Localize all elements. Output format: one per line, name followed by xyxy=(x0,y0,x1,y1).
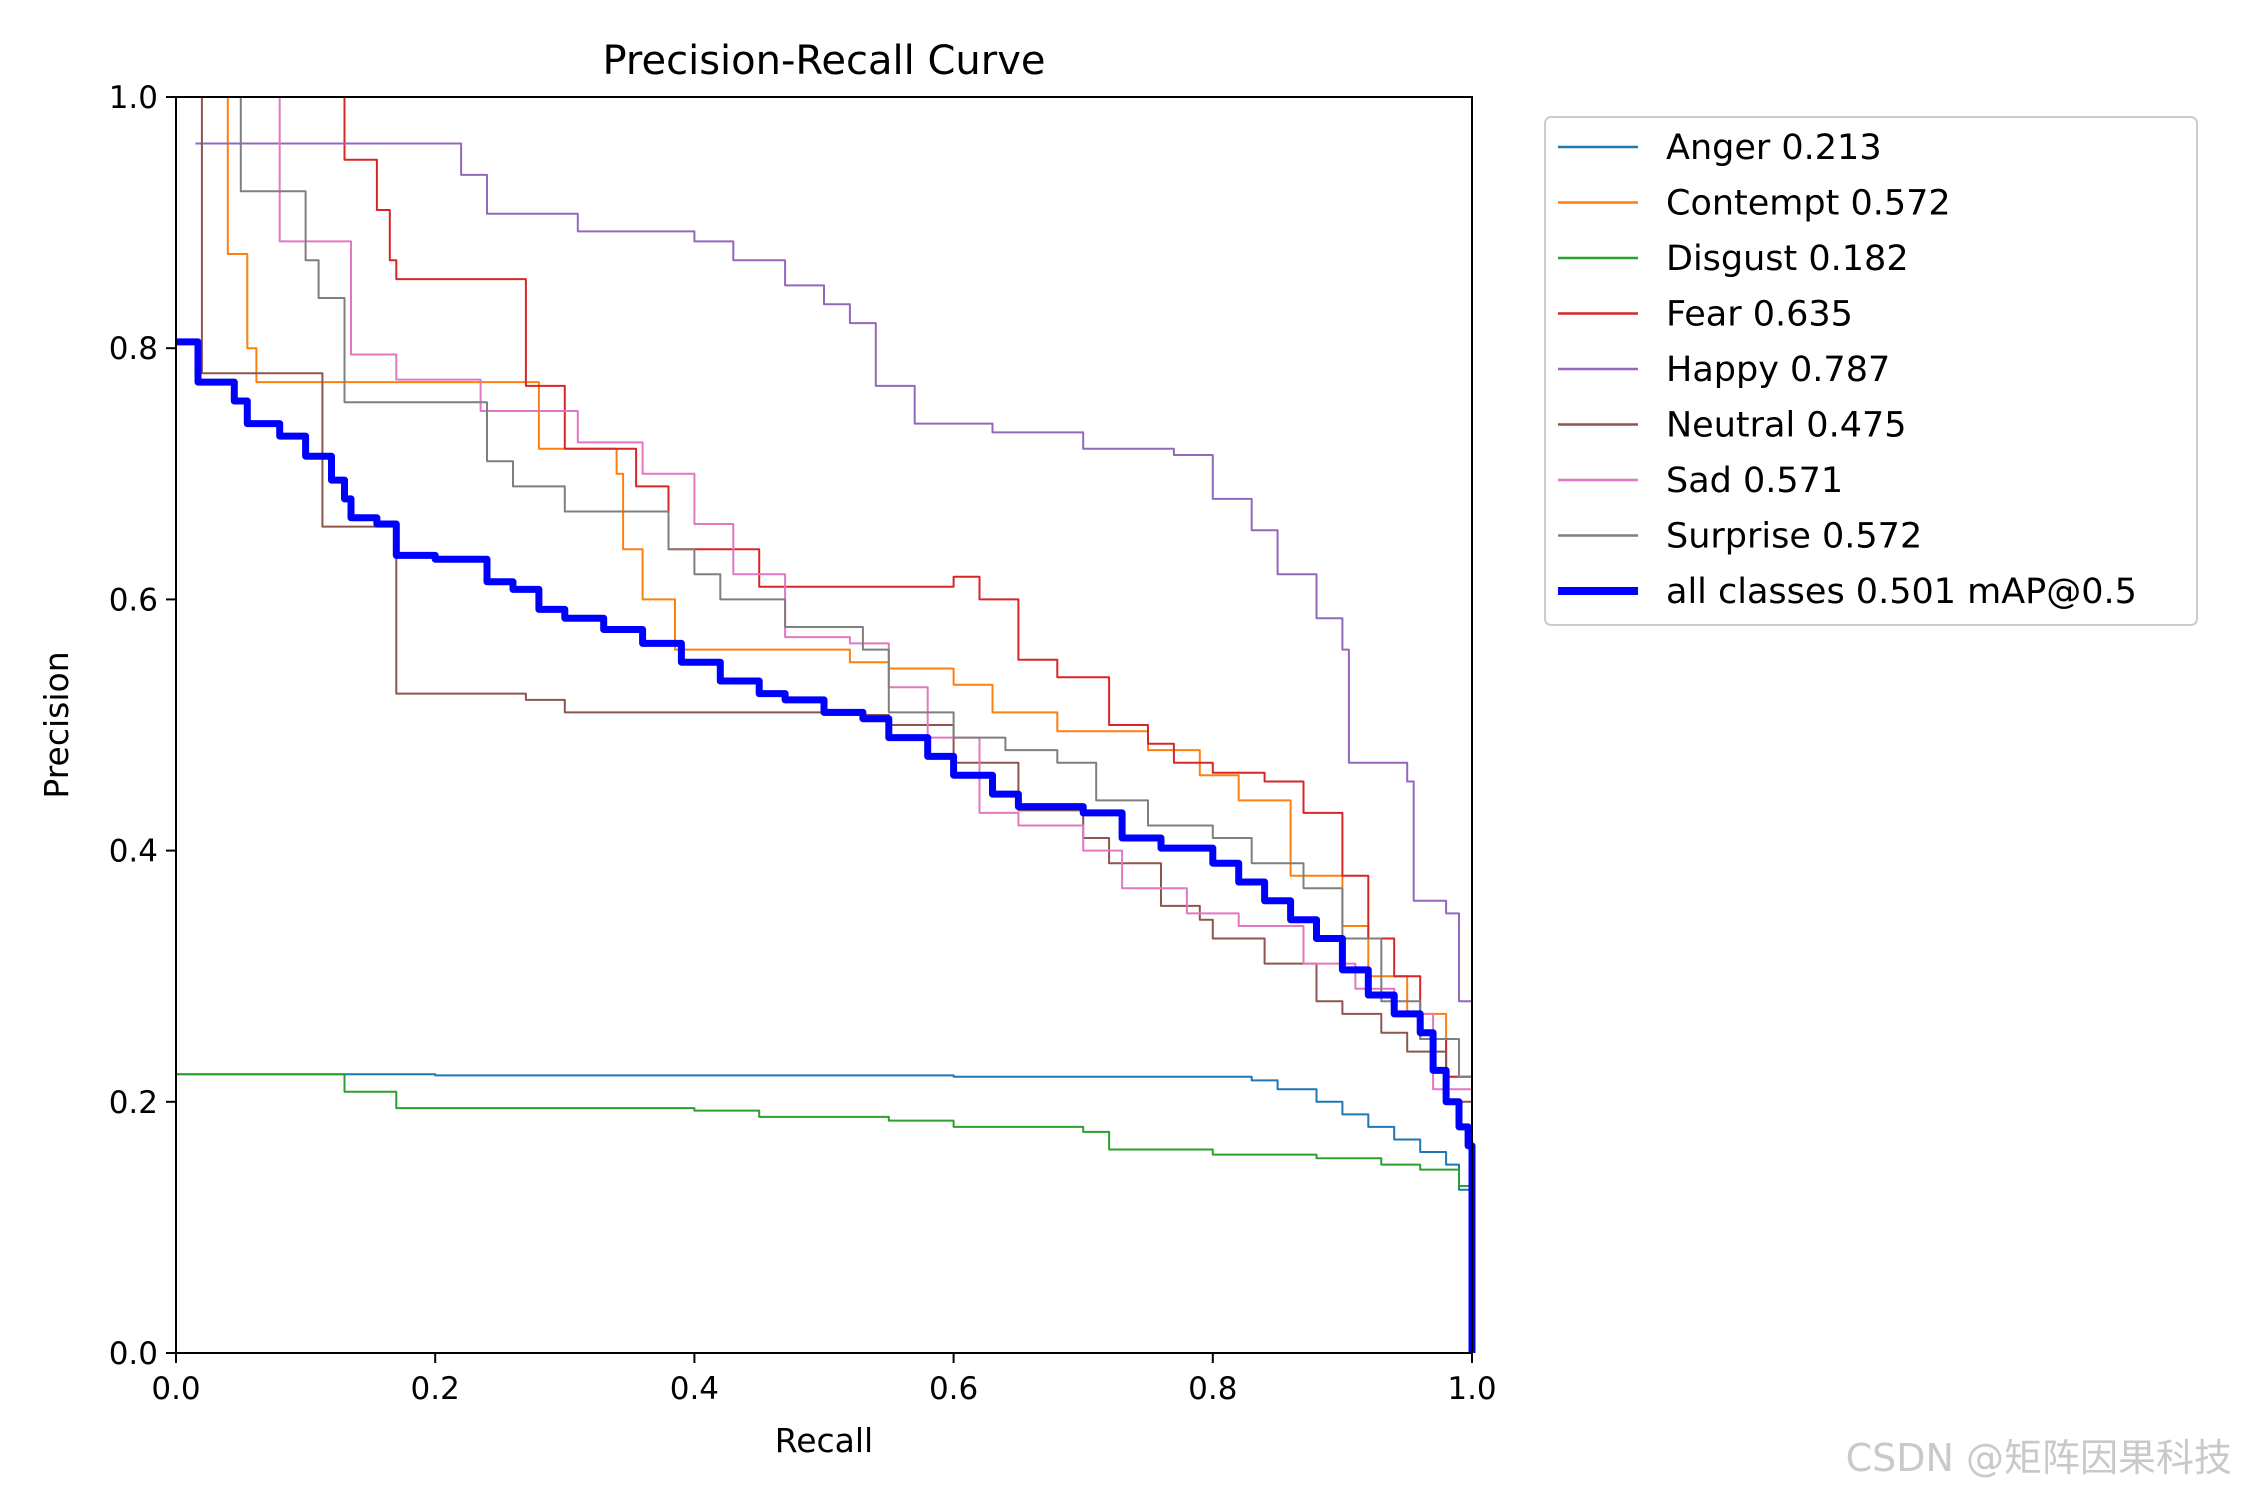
legend-label-8: all classes 0.501 mAP@0.5 xyxy=(1666,572,2137,612)
x-axis-label: Recall xyxy=(775,1421,873,1460)
x-tick-label-1: 0.2 xyxy=(411,1371,460,1407)
x-tick-label-2: 0.4 xyxy=(670,1371,719,1407)
chart-title: Precision-Recall Curve xyxy=(603,38,1046,84)
y-tick-label-0: 0.0 xyxy=(109,1336,158,1372)
y-tick-label-3: 0.6 xyxy=(109,582,158,618)
series-line-8 xyxy=(176,338,1476,1353)
legend-label-7: Surprise 0.572 xyxy=(1666,517,1922,557)
series-line-6 xyxy=(278,97,1473,1140)
legend-label-4: Happy 0.787 xyxy=(1666,350,1890,390)
y-axis-label: Precision xyxy=(37,651,76,798)
legend-label-0: Anger 0.213 xyxy=(1666,128,1882,168)
legend: Anger 0.213 Contempt 0.572 Disgust 0.182 Fe… xyxy=(1544,116,2198,626)
legend-label-1: Contempt 0.572 xyxy=(1666,184,1951,224)
series-line-1 xyxy=(214,97,1473,1190)
legend-label-3: Fear 0.635 xyxy=(1666,295,1853,335)
y-tick-label-1: 0.2 xyxy=(109,1085,158,1121)
x-tick-label-5: 1.0 xyxy=(1447,1371,1496,1407)
watermark-text: CSDN @矩阵因果科技 xyxy=(1845,1436,2232,1480)
series-line-3 xyxy=(340,97,1473,1165)
x-tick-label-4: 0.8 xyxy=(1188,1371,1237,1407)
series-line-5 xyxy=(195,97,1473,1152)
plot-lines xyxy=(176,97,1476,1353)
series-line-0 xyxy=(176,1073,1472,1191)
x-axis: 0.0 0.2 0.4 0.6 0.8 1.0 xyxy=(151,1353,1497,1407)
series-line-4 xyxy=(195,142,1473,1039)
y-tick-label-2: 0.4 xyxy=(109,834,158,870)
legend-label-2: Disgust 0.182 xyxy=(1666,239,1909,279)
series-line-2 xyxy=(176,1073,1473,1190)
y-tick-label-4: 0.8 xyxy=(109,331,158,367)
y-tick-label-5: 1.0 xyxy=(109,80,158,116)
x-tick-label-3: 0.6 xyxy=(929,1371,978,1407)
y-axis: 0.0 0.2 0.4 0.6 0.8 1.0 xyxy=(109,80,176,1372)
legend-label-6: Sad 0.571 xyxy=(1666,461,1843,501)
legend-box xyxy=(1544,116,2198,626)
legend-label-5: Neutral 0.475 xyxy=(1666,406,1907,446)
series-line-7 xyxy=(234,97,1473,1102)
x-tick-label-0: 0.0 xyxy=(151,1371,200,1407)
plot-frame xyxy=(175,96,1473,1354)
